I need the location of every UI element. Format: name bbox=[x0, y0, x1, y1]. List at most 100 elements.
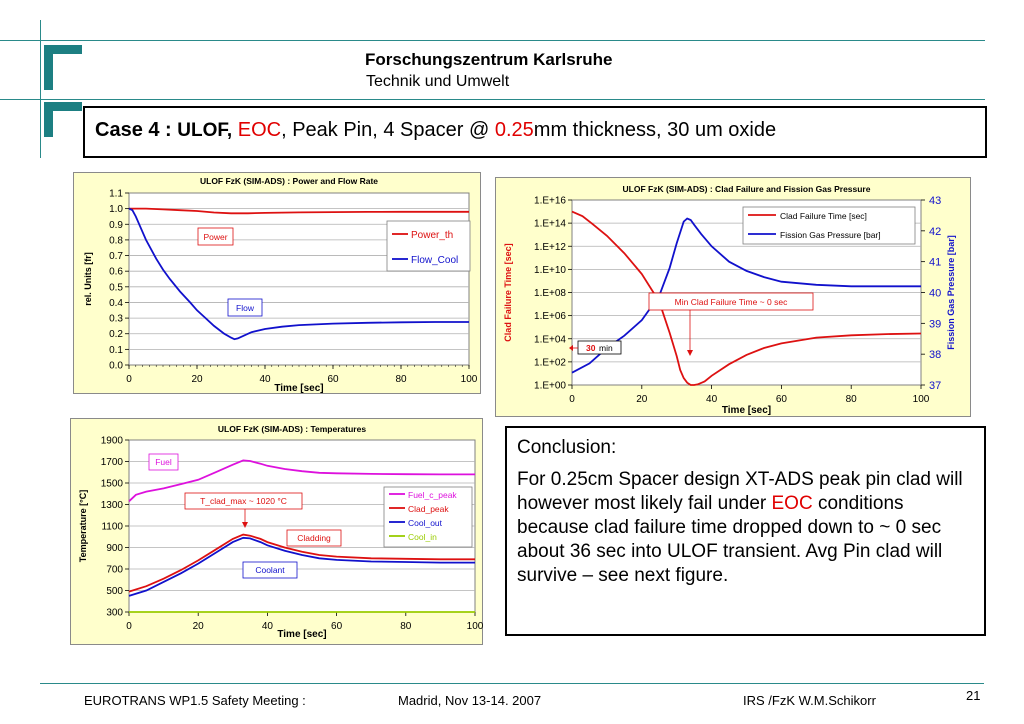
case-title-box: Case 4 : ULOF, EOC, Peak Pin, 4 Spacer @… bbox=[83, 106, 987, 158]
y-tick-label: 1.E+00 bbox=[534, 381, 566, 392]
x-tick-label: 20 bbox=[193, 621, 205, 632]
conclusion-box: Conclusion: For 0.25cm Spacer design XT-… bbox=[505, 426, 986, 636]
y-tick-label: 1.E+14 bbox=[534, 219, 566, 230]
case-eoc: EOC bbox=[237, 119, 282, 141]
annotation-box bbox=[184, 492, 303, 510]
y-tick-label: 1.E+08 bbox=[534, 288, 566, 299]
y-tick-label: 900 bbox=[106, 543, 123, 554]
legend-label: Cool_out bbox=[408, 518, 443, 528]
y-tick-label: 1.E+12 bbox=[534, 242, 566, 253]
x-tick-label: 20 bbox=[636, 394, 648, 405]
x-tick-label: 80 bbox=[395, 374, 407, 385]
footer-rule bbox=[40, 683, 984, 684]
y2-tick-label: 43 bbox=[929, 195, 941, 207]
header-title: Forschungszentrum Karlsruhe bbox=[365, 50, 613, 69]
chart-clad-failure-panel: ULOF FzK (SIM-ADS) : Clad Failure and Fi… bbox=[495, 177, 971, 417]
logo-bar-upper-vertical bbox=[44, 45, 53, 90]
x-tick-label: 20 bbox=[191, 374, 203, 385]
legend-label: Fission Gas Pressure [bar] bbox=[780, 230, 881, 240]
y2-tick-label: 39 bbox=[929, 318, 941, 330]
x-axis-label: Time [sec] bbox=[274, 383, 323, 394]
x-tick-label: 40 bbox=[706, 394, 718, 405]
legend-label: Cool_in bbox=[408, 532, 437, 542]
series-line-1 bbox=[128, 533, 475, 593]
logo-bar-lower-horizontal bbox=[44, 102, 82, 111]
case-thickness: 0.25 bbox=[494, 119, 534, 141]
y-axis-label: Temperature [°C] bbox=[78, 490, 88, 562]
y-tick-label: 1900 bbox=[101, 436, 124, 447]
conclusion-body-eoc: EOC bbox=[771, 493, 813, 514]
header-subtitle: Technik und Umwelt bbox=[366, 73, 510, 90]
series-line-1 bbox=[128, 207, 469, 341]
legend-label: Clad Failure Time [sec] bbox=[780, 211, 867, 221]
logo-vertical-line bbox=[40, 20, 41, 158]
footer-left: EUROTRANS WP1.5 Safety Meeting : bbox=[84, 693, 306, 708]
footer-right: IRS /FzK W.M.Schikorr bbox=[743, 693, 876, 708]
y-axis-label: Clad Failure Time [sec] bbox=[503, 243, 513, 341]
y-tick-label: 1500 bbox=[101, 479, 124, 490]
annotation-box bbox=[648, 292, 814, 311]
y-tick-label: 1.0 bbox=[109, 204, 123, 215]
y-tick-label: 1.E+04 bbox=[534, 334, 566, 345]
conclusion-body-end: conditions because clad failure time dro… bbox=[517, 493, 943, 586]
y-tick-label: 0.2 bbox=[109, 329, 123, 340]
x-tick-label: 80 bbox=[400, 621, 412, 632]
x-tick-label: 60 bbox=[327, 374, 339, 385]
annotation-label: T_clad_max ~ 1020 °C bbox=[200, 496, 287, 506]
series-line-0 bbox=[128, 459, 475, 502]
x-tick-label: 60 bbox=[776, 394, 788, 405]
y2-tick-label: 42 bbox=[929, 226, 941, 238]
conclusion-body-start: For 0.25cm Spacer design XT-ADS peak pin… bbox=[517, 469, 963, 514]
x-tick-label: 40 bbox=[259, 374, 271, 385]
annotation-label: Flow bbox=[236, 303, 255, 313]
logo-bar-lower-vertical bbox=[44, 102, 53, 137]
y-tick-label: 700 bbox=[106, 565, 123, 576]
footer-page-number: 21 bbox=[966, 688, 981, 703]
y-tick-label: 1.E+06 bbox=[534, 311, 566, 322]
annotation-label: 30 bbox=[586, 343, 596, 353]
x-axis-label: Time [sec] bbox=[277, 629, 326, 640]
header-rule-top bbox=[0, 40, 985, 41]
x-tick-label: 100 bbox=[913, 394, 930, 405]
y2-tick-label: 37 bbox=[929, 380, 941, 392]
annotation-box bbox=[227, 298, 263, 317]
y2-axis-label: Fission Gas Pressure [bar] bbox=[946, 235, 956, 350]
series-line-2 bbox=[128, 536, 475, 597]
chart-power-flow: ULOF FzK (SIM-ADS) : Power and Flow Rate… bbox=[83, 176, 478, 394]
chart-title: ULOF FzK (SIM-ADS) : Clad Failure and Fi… bbox=[623, 184, 871, 194]
annotation-label: Coolant bbox=[255, 565, 285, 575]
y-tick-label: 0.4 bbox=[109, 298, 123, 309]
conclusion-heading: Conclusion: bbox=[517, 437, 617, 458]
y-tick-label: 1.E+10 bbox=[534, 265, 566, 276]
y-tick-label: 0.6 bbox=[109, 267, 123, 278]
header-rule-bottom bbox=[0, 99, 985, 100]
annotation-arrow-head bbox=[242, 522, 248, 528]
y-tick-label: 0.8 bbox=[109, 235, 123, 246]
annotation-label: Fuel bbox=[155, 457, 172, 467]
series-line-1 bbox=[571, 217, 921, 374]
x-tick-label: 0 bbox=[126, 374, 132, 385]
case-sep: , bbox=[281, 119, 287, 141]
y-tick-label: 300 bbox=[106, 608, 123, 619]
series-line-0 bbox=[571, 210, 922, 386]
y-tick-label: 0.9 bbox=[109, 220, 123, 231]
legend-box bbox=[386, 220, 471, 272]
y2-tick-label: 41 bbox=[929, 257, 941, 269]
x-tick-label: 100 bbox=[461, 374, 478, 385]
y-tick-label: 0.7 bbox=[109, 251, 123, 262]
chart-title: ULOF FzK (SIM-ADS) : Power and Flow Rate bbox=[200, 176, 378, 186]
annotation-box bbox=[148, 453, 179, 471]
annotation-box bbox=[577, 340, 622, 355]
y-tick-label: 0.1 bbox=[109, 345, 123, 356]
legend-label: Fuel_c_peak bbox=[408, 490, 457, 500]
series-line-0 bbox=[129, 207, 469, 215]
legend-box bbox=[383, 486, 473, 548]
y2-tick-label: 40 bbox=[929, 288, 941, 300]
x-tick-label: 100 bbox=[467, 621, 484, 632]
annotation-label: Power bbox=[203, 232, 227, 242]
chart-temperatures-panel: ULOF FzK (SIM-ADS) : Temperatures 300 500 7… bbox=[70, 418, 484, 645]
y-tick-label: 1.E+16 bbox=[534, 196, 566, 207]
annotation-box bbox=[286, 529, 342, 547]
case-ulof: ULOF, bbox=[177, 120, 233, 141]
y2-tick-label: 38 bbox=[929, 349, 941, 361]
